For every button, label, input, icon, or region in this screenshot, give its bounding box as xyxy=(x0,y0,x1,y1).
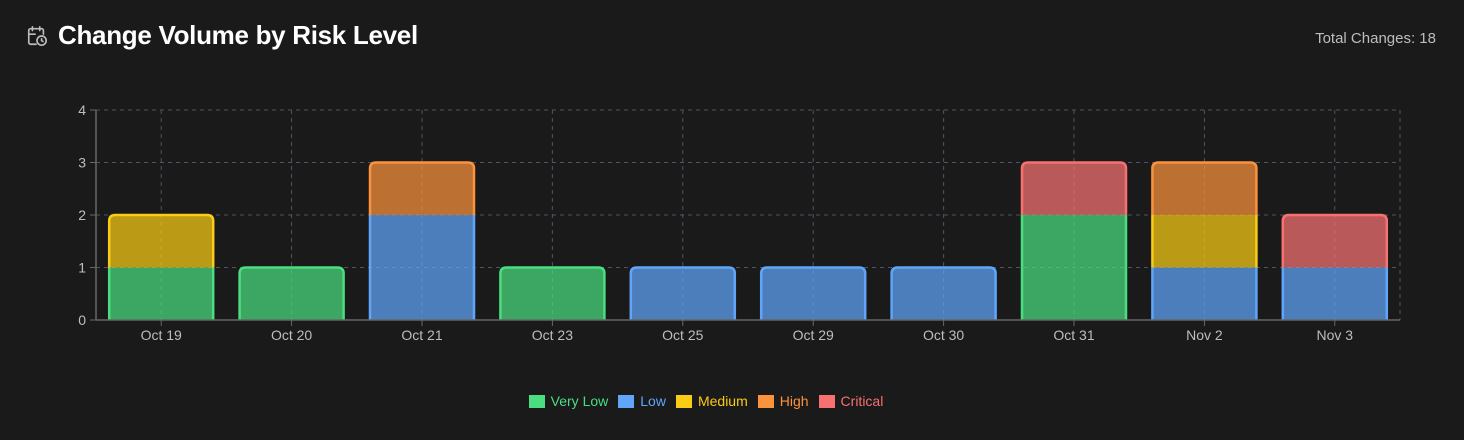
calendar-clock-icon xyxy=(27,25,47,46)
bar-segment-border xyxy=(368,215,476,320)
legend-item[interactable]: Low xyxy=(618,393,666,409)
bar-segment-very-low xyxy=(500,267,605,320)
legend-swatch xyxy=(757,394,774,408)
x-tick-label: Oct 21 xyxy=(401,327,442,343)
bar-segment-very-low xyxy=(1022,215,1126,320)
bar-segment-border xyxy=(1151,267,1258,320)
x-tick-label: Oct 19 xyxy=(141,327,182,343)
x-tick-label: Nov 3 xyxy=(1317,327,1354,343)
bar-segment-very-low xyxy=(239,267,344,320)
bar-segment-border xyxy=(1020,161,1128,215)
x-tick-label: Oct 20 xyxy=(271,327,312,343)
legend-swatch xyxy=(618,394,635,408)
bar-segment-critical xyxy=(1282,215,1387,268)
bar-segment-very-low xyxy=(109,267,214,320)
bar-segment-low xyxy=(370,215,474,320)
bar-segment-low xyxy=(761,267,866,320)
x-tick-label: Oct 29 xyxy=(793,327,834,343)
legend-item[interactable]: Very Low xyxy=(528,393,609,409)
bar-segment-border xyxy=(1151,161,1258,215)
bar-segment-border xyxy=(759,266,867,320)
bar-segment-border xyxy=(107,213,215,268)
y-tick-label: 0 xyxy=(78,312,86,328)
bar-segment-border xyxy=(1281,213,1389,268)
x-tick-label: Oct 23 xyxy=(532,327,573,343)
x-tick-label: Oct 30 xyxy=(923,327,964,343)
legend-label: Critical xyxy=(840,393,884,409)
legend-swatch xyxy=(528,394,545,408)
x-tick-label: Nov 2 xyxy=(1186,327,1223,343)
bar-segment-low xyxy=(630,267,735,320)
bar-segment-low xyxy=(1282,267,1387,320)
legend-label: Very Low xyxy=(550,393,609,409)
bar-segment-low xyxy=(891,267,996,320)
bar-segment-critical xyxy=(1022,162,1126,215)
legend-label: High xyxy=(779,393,809,409)
bar-segment-border xyxy=(368,161,476,215)
bar-segment-medium xyxy=(1152,215,1257,268)
legend-item[interactable]: Medium xyxy=(675,393,748,409)
legend-swatch xyxy=(675,394,692,408)
x-tick-label: Oct 25 xyxy=(662,327,703,343)
bar-segment-medium xyxy=(109,215,214,268)
bar-segment-high xyxy=(1152,162,1257,215)
y-tick-label: 2 xyxy=(78,207,86,223)
y-tick-label: 3 xyxy=(78,155,86,171)
bar-segment-border xyxy=(1281,267,1389,320)
bar-segment-border xyxy=(890,266,997,320)
page-title: Change Volume by Risk Level xyxy=(58,20,418,50)
bar-segment-border xyxy=(238,266,345,320)
bar-segment-low xyxy=(1152,267,1257,320)
legend-label: Low xyxy=(640,393,666,409)
legend-item[interactable]: High xyxy=(757,393,809,409)
legend: Very Low Low Medium High Critical xyxy=(0,393,1412,409)
bar-segment-border xyxy=(1151,215,1258,268)
y-tick-label: 1 xyxy=(78,260,86,276)
y-tick-label: 4 xyxy=(78,102,86,118)
bar-segment-high xyxy=(370,162,474,215)
legend-item[interactable]: Critical xyxy=(818,393,884,409)
bar-segment-border xyxy=(629,266,737,320)
legend-swatch xyxy=(818,394,835,408)
bar-segment-border xyxy=(107,267,215,320)
legend-label: Medium xyxy=(697,393,748,409)
chart-header: Change Volume by Risk Level xyxy=(26,20,418,51)
total-changes: Total Changes: 18 xyxy=(1315,30,1436,47)
bar-segment-border xyxy=(1020,215,1128,320)
bar-segment-border xyxy=(499,266,606,320)
x-tick-label: Oct 31 xyxy=(1053,327,1094,343)
